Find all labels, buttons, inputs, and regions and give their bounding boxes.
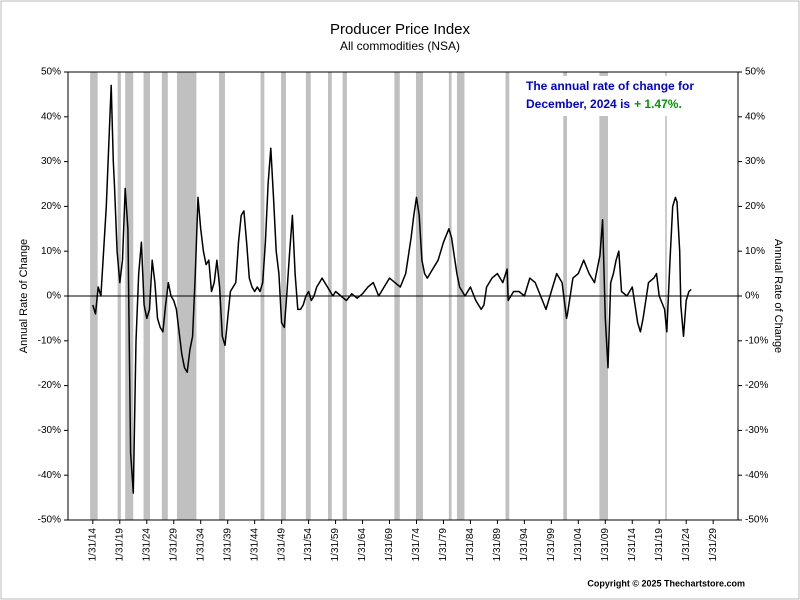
x-tick-label: 1/31/09 — [600, 528, 611, 562]
copyright: Copyright © 2025 Thechartstore.com — [587, 578, 745, 588]
x-tick-label: 1/31/54 — [303, 528, 314, 562]
x-tick-label: 1/31/79 — [438, 528, 449, 562]
y2-tick-label: -30% — [745, 425, 768, 436]
annotation-line2: December, 2024 is + 1.47%. — [526, 97, 682, 111]
y2-tick-label: 20% — [745, 201, 765, 212]
x-tick-label: 1/31/59 — [330, 528, 341, 562]
x-tick-label: 1/31/29 — [708, 528, 719, 562]
y-tick-label: 10% — [41, 246, 61, 257]
x-tick-label: 1/31/19 — [114, 528, 125, 562]
y-tick-label: 0% — [47, 291, 62, 302]
y2-tick-label: 30% — [745, 156, 765, 167]
x-tick-label: 1/31/24 — [681, 528, 692, 562]
x-tick-label: 1/31/64 — [357, 528, 368, 562]
chart-title: Producer Price Index — [330, 21, 471, 38]
annotation-box — [520, 76, 732, 116]
annotation-line1: The annual rate of change for — [526, 79, 694, 93]
x-tick-label: 1/31/44 — [249, 528, 260, 562]
y2-tick-label: 50% — [745, 67, 765, 78]
y-tick-label: 40% — [41, 111, 61, 122]
x-tick-label: 1/31/04 — [573, 528, 584, 562]
annotation-text: December, 2024 is — [526, 97, 630, 111]
y-tick-label: 20% — [41, 201, 61, 212]
x-tick-label: 1/31/24 — [141, 528, 152, 562]
y2-tick-label: 0% — [745, 291, 760, 302]
x-tick-label: 1/31/19 — [654, 528, 665, 562]
x-tick-label: 1/31/99 — [546, 528, 557, 562]
y2-tick-label: -50% — [745, 515, 768, 526]
x-tick-label: 1/31/39 — [222, 528, 233, 562]
y-tick-label: 50% — [41, 67, 61, 78]
y2-axis-label: Annual Rate of Change — [772, 239, 784, 353]
y-tick-label: -50% — [38, 515, 61, 526]
y2-tick-label: -20% — [745, 380, 768, 391]
y2-tick-label: -10% — [745, 335, 768, 346]
x-tick-label: 1/31/84 — [465, 528, 476, 562]
y-tick-label: -20% — [38, 380, 61, 391]
y-tick-label: 30% — [41, 156, 61, 167]
chart-subtitle: All commodities (NSA) — [340, 39, 460, 53]
x-tick-label: 1/31/29 — [168, 528, 179, 562]
y-tick-label: -40% — [38, 470, 61, 481]
y-tick-label: -10% — [38, 335, 61, 346]
y2-tick-label: -40% — [745, 470, 768, 481]
ppi-line — [92, 84, 692, 494]
x-tick-label: 1/31/14 — [87, 528, 98, 562]
y-tick-label: -30% — [38, 425, 61, 436]
y-axis-label: Annual Rate of Change — [18, 239, 30, 353]
x-tick-label: 1/31/69 — [384, 528, 395, 562]
x-tick-label: 1/31/14 — [627, 528, 638, 562]
y2-tick-label: 10% — [745, 246, 765, 257]
annotation-value: + 1.47%. — [634, 97, 682, 111]
x-tick-label: 1/31/49 — [276, 528, 287, 562]
x-tick-label: 1/31/94 — [519, 528, 530, 562]
x-tick-label: 1/31/34 — [195, 528, 206, 562]
x-tick-label: 1/31/89 — [492, 528, 503, 562]
x-tick-label: 1/31/74 — [411, 528, 422, 562]
y2-tick-label: 40% — [745, 111, 765, 122]
